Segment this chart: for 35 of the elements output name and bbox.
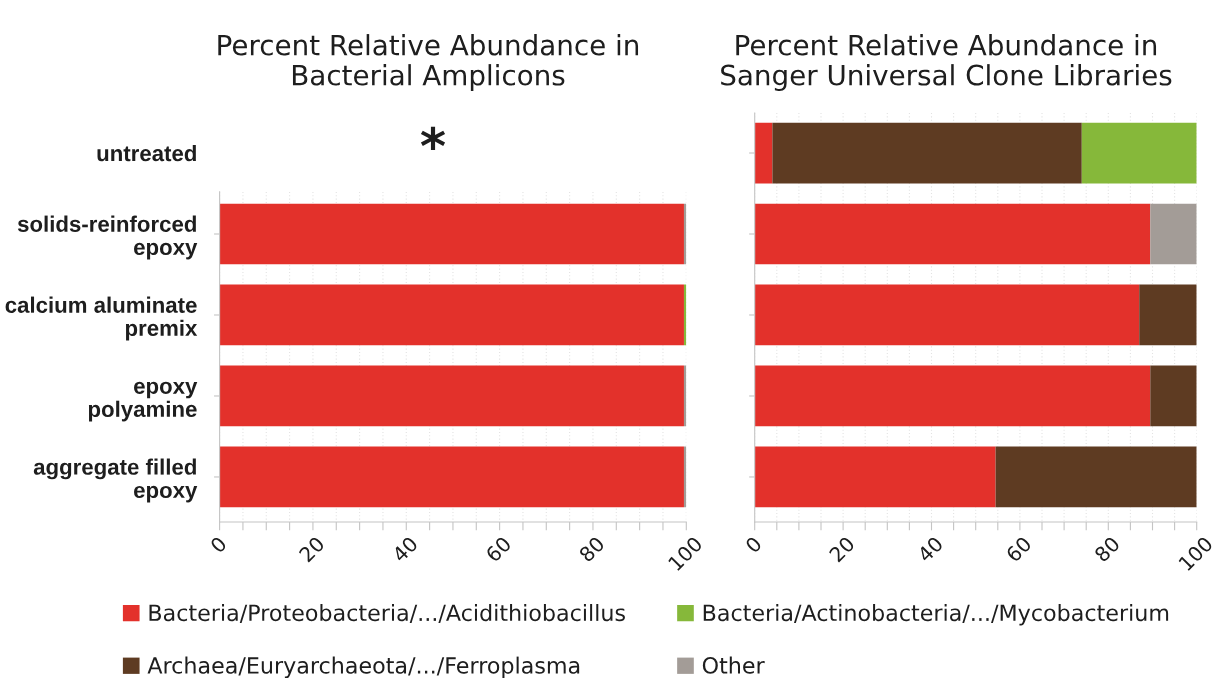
x-tick-label: 20 bbox=[828, 535, 856, 563]
x-tick-label: 100 bbox=[667, 535, 704, 572]
y-tick-label: solids-reinforced epoxy bbox=[17, 215, 198, 260]
legend-label: Archaea/Euryarchaeota/.../Ferroplasma bbox=[147, 656, 580, 679]
x-tick-label: 40 bbox=[391, 535, 419, 563]
bar bbox=[754, 122, 773, 184]
legend-label: Bacteria/Actinobacteria/.../Mycobacterium bbox=[703, 603, 1169, 626]
bar bbox=[754, 446, 996, 508]
x-tick-label: 0 bbox=[209, 535, 228, 554]
bar bbox=[754, 284, 1140, 346]
legend-label: Bacteria/Proteobacteria/.../Acidithiobacillus bbox=[149, 603, 625, 623]
x-tick-label: 40 bbox=[916, 535, 944, 563]
x-tick-label: 100 bbox=[1178, 535, 1214, 572]
y-tick-label: aggregate filled epoxy bbox=[33, 458, 198, 503]
x-tick-label: 60 bbox=[1005, 535, 1033, 563]
x-tick-label: 80 bbox=[1093, 535, 1121, 563]
y-tick-label: epoxy polyamine bbox=[88, 381, 198, 422]
chart-title: Percent Relative Abundance in Bacterial Amplicons bbox=[218, 34, 639, 91]
bar bbox=[1150, 203, 1197, 265]
bar bbox=[772, 122, 1082, 184]
bar bbox=[1081, 122, 1197, 184]
x-tick-label: 80 bbox=[578, 535, 606, 563]
bar bbox=[1139, 284, 1197, 346]
y-tick-label: untreated bbox=[97, 144, 196, 162]
bar bbox=[754, 365, 1151, 427]
bar bbox=[1150, 365, 1197, 427]
legend-label: Other bbox=[702, 656, 765, 674]
annotation: * bbox=[420, 126, 446, 150]
x-tick-label: 60 bbox=[484, 535, 512, 563]
bar bbox=[754, 203, 1151, 265]
bar bbox=[995, 446, 1197, 508]
x-tick-label: 20 bbox=[298, 535, 326, 563]
x-tick-label: 0 bbox=[744, 535, 763, 554]
chart-title: Percent Relative Abundance in Sanger Universal Clone Libraries bbox=[721, 34, 1172, 91]
y-tick-label: calcium aluminate premix bbox=[5, 296, 198, 341]
